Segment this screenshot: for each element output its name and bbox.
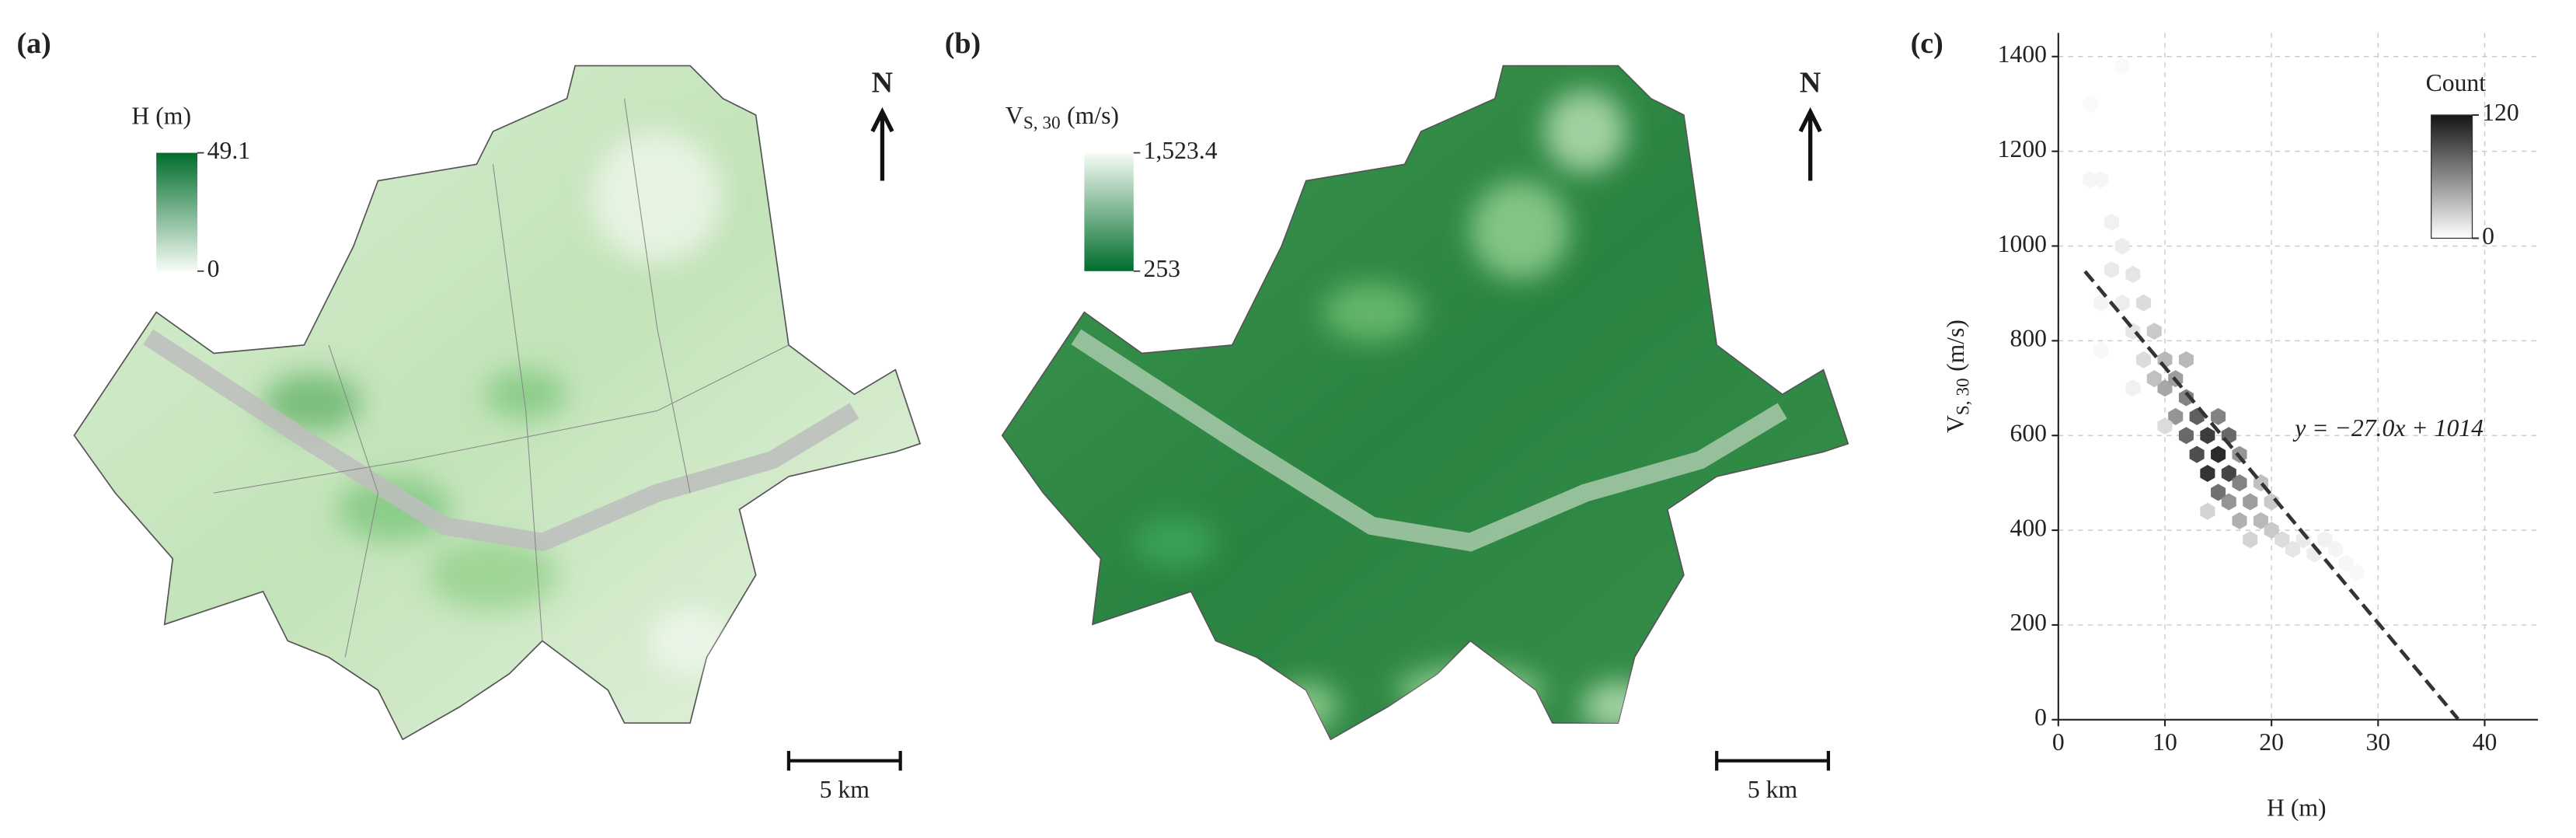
hexbin-cell [2232, 474, 2247, 492]
hexbin-cell [2136, 351, 2152, 368]
y-tick-label: 400 [2010, 514, 2048, 541]
panel-label: (b) [945, 27, 981, 60]
colorbar-tick-label: 0 [207, 255, 220, 282]
hexbin-cell [2125, 266, 2141, 284]
colorbar-tick-label: 253 [1143, 255, 1180, 282]
colorbar-tick-label: 49.1 [207, 137, 250, 164]
y-axis-label-main: V [1942, 415, 1969, 433]
hexbin-cell [2200, 502, 2215, 520]
colorbar-tick-label: 1,523.4 [1143, 137, 1217, 164]
legend-title-unit: (m/s) [1067, 102, 1119, 129]
legend-title-sub: S, 30 [1023, 113, 1061, 134]
colorbar-tick-label: 120 [2482, 99, 2519, 126]
x-axis-label: H (m) [2267, 794, 2327, 821]
hexbin-cell [2285, 540, 2301, 558]
hexbin-cell [2157, 417, 2173, 435]
x-tick-label: 30 [2365, 728, 2390, 756]
x-tick-label: 40 [2473, 728, 2498, 756]
hexbin-cell [2168, 407, 2184, 425]
hexbin-cell [2146, 370, 2162, 388]
legend-title: VS, 30 (m/s) [1006, 102, 1119, 134]
hexbin-cell [2264, 493, 2279, 511]
hexbin-cell [2349, 564, 2365, 581]
colorbar-b [1084, 152, 1134, 271]
panel-label: (a) [16, 27, 51, 60]
hexbin-cell [2200, 464, 2215, 482]
legend-title: H (m) [131, 102, 191, 129]
scale-bar-label: 5 km [1748, 776, 1798, 803]
hexbin-cell [2211, 484, 2226, 501]
y-tick-label: 1200 [1998, 135, 2047, 162]
hexbin-cell [2083, 95, 2098, 113]
colorbar-title: Count [2426, 69, 2487, 96]
hexbin-cell [2189, 445, 2205, 463]
hexbin-cell [2157, 379, 2173, 397]
hexbin-cell [2243, 531, 2258, 549]
hexbin-cell [2200, 427, 2215, 445]
hexbin-cell [2083, 171, 2098, 189]
y-tick-label: 600 [2010, 419, 2048, 446]
hexbin-cell [2221, 464, 2236, 482]
x-tick-label: 0 [2052, 728, 2065, 756]
hexbin-cell [2327, 540, 2343, 558]
hexbin-cell [2274, 531, 2290, 549]
regression-annotation: y = −27.0x + 1014 [2292, 414, 2484, 442]
y-tick-label: 800 [2010, 325, 2048, 352]
y-axis-label-unit: (m/s) [1942, 319, 1969, 372]
panel-label: (c) [1911, 27, 1943, 60]
hexbin-cell [2221, 493, 2236, 511]
hexbin-cell [2146, 323, 2162, 340]
colorbar [2431, 114, 2473, 239]
north-label: N [872, 67, 893, 100]
x-tick-label: 10 [2152, 728, 2177, 756]
hexbin-cell [2264, 522, 2279, 539]
y-axis-label: VS, 30 (m/s) [1942, 319, 1974, 433]
y-tick-label: 1000 [1998, 230, 2047, 257]
y-tick-label: 200 [2010, 609, 2048, 636]
map-a [73, 65, 922, 771]
hexbin-cell [2211, 407, 2226, 425]
y-tick-label: 0 [2034, 704, 2047, 731]
hexbin-cell [2317, 531, 2333, 549]
hexbin-cell [2093, 341, 2109, 359]
hexbin-cell [2114, 294, 2130, 312]
hexbin-cell [2093, 294, 2109, 312]
hexbin-cell [2136, 294, 2152, 312]
hexbin-cell [2178, 389, 2194, 407]
hexbin-cell [2243, 493, 2258, 511]
hexbin-cell [2114, 237, 2130, 255]
colorbar-a [156, 152, 197, 271]
y-axis-label-sub: S, 30 [1954, 378, 1974, 415]
legend-title-main: V [1006, 102, 1023, 129]
hexbin-cell [2114, 57, 2130, 75]
hexbin-cell [2125, 379, 2141, 397]
regression-line [2083, 270, 2459, 721]
hexbin-cell [2104, 260, 2119, 278]
north-label: N [1800, 67, 1821, 100]
hexbin-cell [2211, 445, 2226, 463]
hexbin-cell [2253, 512, 2268, 529]
scale-bar-label: 5 km [820, 776, 870, 803]
hexbin-cell [2338, 554, 2354, 572]
hexbin-cell [2104, 214, 2119, 231]
hexbin-cell [2232, 512, 2247, 529]
y-tick-label: 1400 [1998, 40, 2047, 68]
x-tick-label: 20 [2259, 728, 2284, 756]
hexbin-cell [2178, 427, 2194, 445]
colorbar-tick-label: 0 [2482, 222, 2494, 250]
hexbin-cell [2178, 351, 2194, 368]
